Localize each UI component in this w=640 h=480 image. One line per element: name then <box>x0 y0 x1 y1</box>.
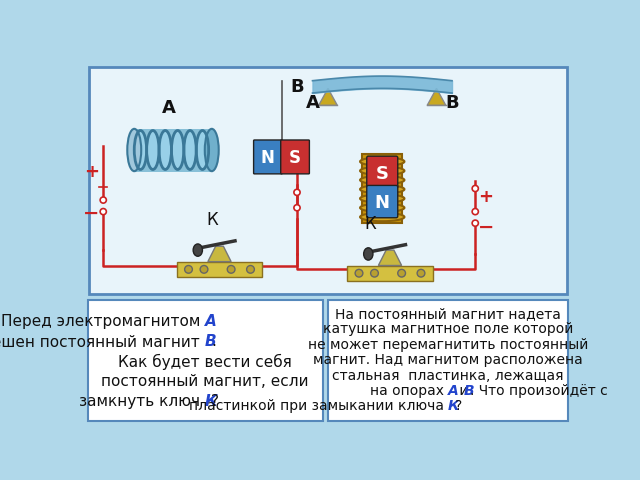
Text: А: А <box>205 314 216 329</box>
Circle shape <box>417 269 425 277</box>
Circle shape <box>184 265 193 273</box>
Text: −: − <box>83 204 100 223</box>
Text: A: A <box>305 94 319 112</box>
Polygon shape <box>319 88 337 105</box>
FancyBboxPatch shape <box>253 140 282 174</box>
Text: не может перемагнитить постоянный: не может перемагнитить постоянный <box>308 338 588 352</box>
Polygon shape <box>378 250 402 265</box>
Text: На постоянный магнит надета: На постоянный магнит надета <box>335 307 561 321</box>
FancyBboxPatch shape <box>367 185 397 218</box>
Ellipse shape <box>184 132 195 168</box>
Ellipse shape <box>364 248 373 260</box>
Text: А: А <box>448 384 459 398</box>
Ellipse shape <box>197 132 208 168</box>
Text: подвешен постоянный магнит: подвешен постоянный магнит <box>0 334 205 349</box>
Text: ?: ? <box>211 394 219 409</box>
Polygon shape <box>208 246 231 262</box>
Text: магнит. Над магнитом расположена: магнит. Над магнитом расположена <box>313 353 583 367</box>
Bar <box>362 154 403 223</box>
Circle shape <box>472 185 478 192</box>
Text: К: К <box>205 394 217 409</box>
Bar <box>348 265 433 281</box>
FancyBboxPatch shape <box>281 140 309 174</box>
Ellipse shape <box>360 167 404 175</box>
Polygon shape <box>428 88 446 105</box>
FancyBboxPatch shape <box>328 300 568 421</box>
Circle shape <box>100 208 106 215</box>
Text: постоянный магнит, если: постоянный магнит, если <box>101 374 308 389</box>
Text: S: S <box>289 149 301 168</box>
Ellipse shape <box>205 129 219 171</box>
Text: на опорах: на опорах <box>370 384 448 398</box>
Text: . Что произойдёт с: . Что произойдёт с <box>470 384 607 398</box>
Text: N: N <box>260 149 275 168</box>
Circle shape <box>246 265 254 273</box>
Circle shape <box>472 208 478 215</box>
Circle shape <box>294 204 300 211</box>
Circle shape <box>200 265 208 273</box>
Text: +: + <box>84 163 99 181</box>
Circle shape <box>397 269 406 277</box>
Ellipse shape <box>360 176 404 184</box>
Ellipse shape <box>147 132 158 168</box>
Text: A: A <box>162 99 176 117</box>
Text: В: В <box>205 334 216 349</box>
Ellipse shape <box>172 132 183 168</box>
Ellipse shape <box>360 157 404 166</box>
Ellipse shape <box>160 132 171 168</box>
Text: −: − <box>478 218 494 237</box>
Ellipse shape <box>127 129 141 171</box>
Text: N: N <box>375 194 390 212</box>
Circle shape <box>227 265 235 273</box>
Ellipse shape <box>360 213 404 221</box>
Bar <box>177 262 262 277</box>
FancyBboxPatch shape <box>367 156 397 189</box>
Ellipse shape <box>193 244 202 256</box>
Bar <box>136 144 210 156</box>
Text: Перед электромагнитом: Перед электромагнитом <box>1 314 205 329</box>
Text: замкнуть ключ: замкнуть ключ <box>79 394 205 409</box>
Text: B: B <box>445 94 459 112</box>
Text: К: К <box>448 399 460 413</box>
Text: и: и <box>455 384 473 398</box>
FancyBboxPatch shape <box>90 67 566 294</box>
FancyBboxPatch shape <box>88 300 323 421</box>
Circle shape <box>294 189 300 195</box>
Circle shape <box>355 269 363 277</box>
Text: В: В <box>463 384 474 398</box>
Text: пластинкой при замыкании ключа: пластинкой при замыкании ключа <box>189 399 448 413</box>
Bar <box>134 129 212 171</box>
Circle shape <box>371 269 378 277</box>
Ellipse shape <box>135 132 146 168</box>
Text: ?: ? <box>455 399 462 413</box>
Text: К: К <box>365 216 376 233</box>
Text: .: . <box>211 334 216 349</box>
Text: Как будет вести себя: Как будет вести себя <box>118 354 292 370</box>
Ellipse shape <box>360 185 404 193</box>
Text: B: B <box>290 78 304 96</box>
Text: стальная  пластинка, лежащая: стальная пластинка, лежащая <box>332 369 564 383</box>
Circle shape <box>472 220 478 226</box>
Circle shape <box>100 197 106 203</box>
Ellipse shape <box>360 194 404 203</box>
Ellipse shape <box>360 204 404 212</box>
Text: катушка магнитное поле которой: катушка магнитное поле которой <box>323 323 573 336</box>
Text: S: S <box>376 165 388 183</box>
Text: К: К <box>206 212 218 229</box>
Text: +: + <box>479 188 493 206</box>
